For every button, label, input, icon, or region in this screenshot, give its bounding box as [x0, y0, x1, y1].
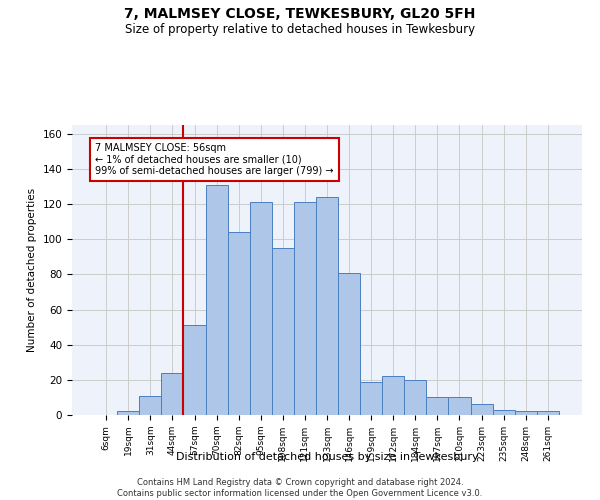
- Bar: [184, 326, 206, 415]
- Text: 7, MALMSEY CLOSE, TEWKESBURY, GL20 5FH: 7, MALMSEY CLOSE, TEWKESBURY, GL20 5FH: [124, 8, 476, 22]
- Bar: [493, 410, 515, 415]
- Text: 7 MALMSEY CLOSE: 56sqm
← 1% of detached houses are smaller (10)
99% of semi-deta: 7 MALMSEY CLOSE: 56sqm ← 1% of detached …: [95, 142, 334, 176]
- Bar: [382, 376, 404, 415]
- Bar: [515, 412, 537, 415]
- Bar: [272, 248, 294, 415]
- Bar: [117, 412, 139, 415]
- Bar: [537, 412, 559, 415]
- Bar: [294, 202, 316, 415]
- Bar: [139, 396, 161, 415]
- Bar: [360, 382, 382, 415]
- Bar: [250, 202, 272, 415]
- Text: Distribution of detached houses by size in Tewkesbury: Distribution of detached houses by size …: [176, 452, 478, 462]
- Bar: [448, 398, 470, 415]
- Text: Size of property relative to detached houses in Tewkesbury: Size of property relative to detached ho…: [125, 22, 475, 36]
- Y-axis label: Number of detached properties: Number of detached properties: [27, 188, 37, 352]
- Bar: [227, 232, 250, 415]
- Bar: [338, 272, 360, 415]
- Bar: [470, 404, 493, 415]
- Bar: [161, 373, 184, 415]
- Bar: [427, 398, 448, 415]
- Bar: [404, 380, 427, 415]
- Text: Contains HM Land Registry data © Crown copyright and database right 2024.
Contai: Contains HM Land Registry data © Crown c…: [118, 478, 482, 498]
- Bar: [206, 185, 227, 415]
- Bar: [316, 197, 338, 415]
